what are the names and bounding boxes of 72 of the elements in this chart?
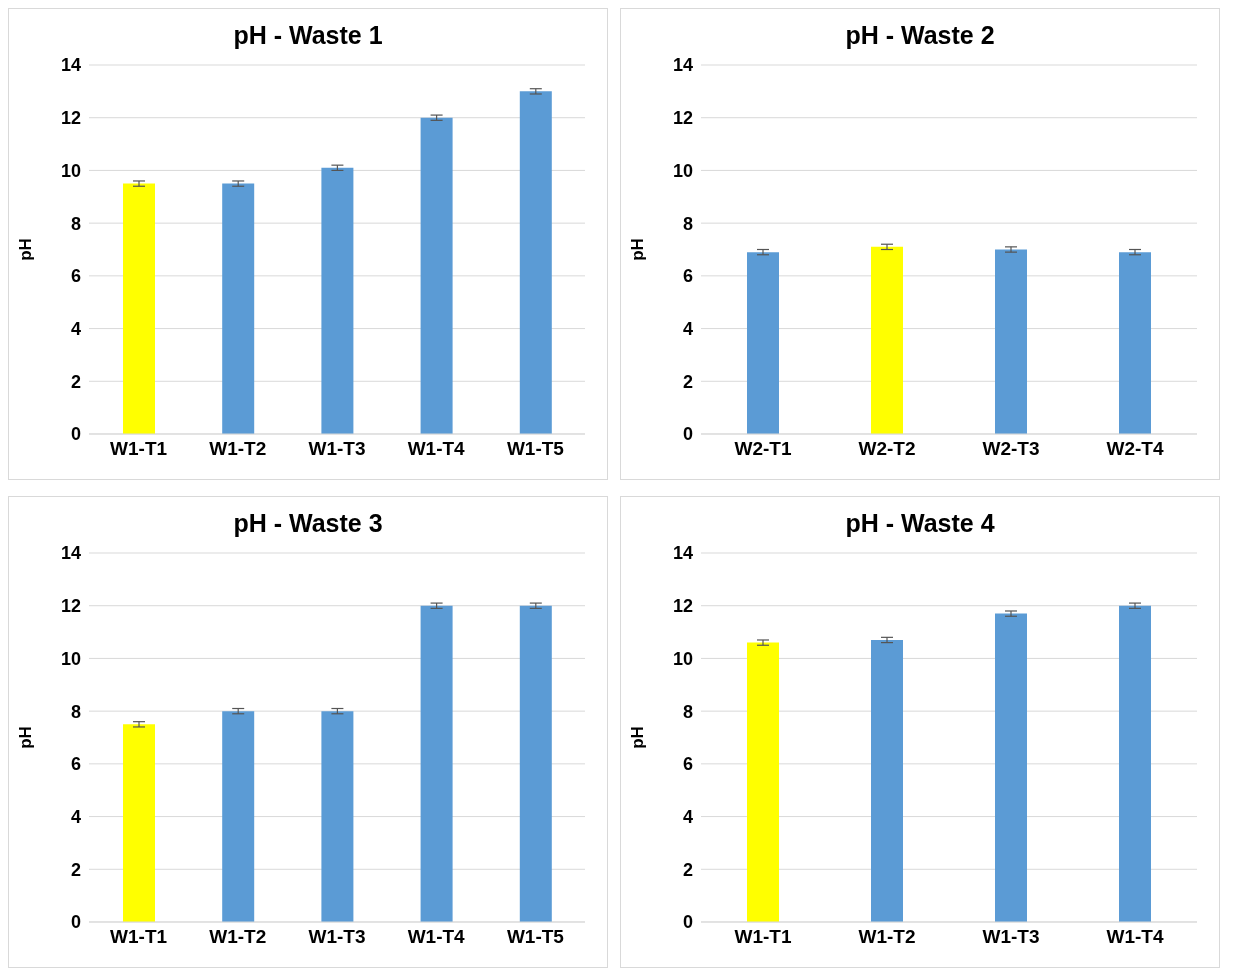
y-tick-label: 4 — [70, 318, 81, 339]
y-tick-label: 10 — [60, 160, 81, 181]
y-tick-label: 12 — [672, 596, 693, 617]
y-tick-label: 10 — [672, 160, 693, 181]
y-tick-label: 12 — [60, 596, 81, 617]
x-tick-label: W1-T5 — [506, 926, 565, 948]
bar — [519, 605, 552, 922]
bar — [420, 605, 453, 922]
x-tick-label: W1-T2 — [209, 926, 267, 948]
bar — [519, 91, 552, 434]
x-tick-label: W1-T3 — [308, 438, 366, 460]
chart-title: pH - Waste 2 — [844, 21, 996, 51]
y-tick-label: 8 — [70, 701, 81, 722]
y-tick-label: 0 — [70, 912, 81, 933]
x-tick-label: W1-T4 — [1106, 926, 1164, 948]
y-tick-label: 14 — [672, 55, 693, 76]
y-tick-label: 2 — [682, 371, 693, 392]
y-tick-label: 8 — [682, 701, 693, 722]
bar — [123, 183, 155, 434]
x-tick-label: W1-T4 — [407, 926, 466, 948]
y-tick-label: 10 — [60, 648, 81, 669]
y-tick-label: 10 — [672, 648, 693, 669]
y-tick-label: 2 — [70, 859, 81, 880]
bar — [1119, 605, 1151, 922]
y-axis-title: pH — [16, 726, 36, 749]
y-tick-label: 2 — [682, 859, 693, 880]
chart-title: pH - Waste 3 — [232, 509, 384, 539]
y-tick-label: 6 — [682, 754, 693, 775]
chart-title: pH - Waste 4 — [844, 509, 996, 539]
y-tick-label: 0 — [70, 424, 81, 445]
x-tick-label: W2-T2 — [858, 438, 916, 460]
y-tick-label: 8 — [70, 213, 81, 234]
x-tick-label: W1-T2 — [858, 926, 916, 948]
x-tick-label: W1-T3 — [308, 926, 366, 948]
bar — [420, 117, 453, 434]
y-tick-label: 0 — [682, 912, 693, 933]
y-tick-label: 12 — [60, 108, 81, 129]
x-tick-label: W2-T4 — [1106, 438, 1164, 460]
y-tick-label: 4 — [682, 318, 693, 339]
y-tick-label: 4 — [70, 806, 81, 827]
y-axis-title: pH — [16, 238, 36, 261]
y-tick-label: 4 — [682, 806, 693, 827]
y-tick-label: 2 — [70, 371, 81, 392]
bar — [222, 183, 255, 434]
y-tick-label: 8 — [682, 213, 693, 234]
x-tick-label: W1-T2 — [209, 438, 267, 460]
y-tick-label: 14 — [60, 543, 81, 564]
chart-title: pH - Waste 1 — [232, 21, 384, 51]
x-tick-label: W1-T4 — [407, 438, 466, 460]
x-tick-label: W1-T1 — [110, 926, 168, 948]
y-tick-label: 6 — [70, 754, 81, 775]
bar — [747, 642, 779, 922]
bar — [321, 167, 354, 434]
x-tick-label: W1-T1 — [110, 438, 168, 460]
bar — [995, 613, 1027, 922]
y-tick-label: 12 — [672, 108, 693, 129]
bar — [123, 724, 155, 922]
y-tick-label: 14 — [60, 55, 81, 76]
bar — [871, 639, 903, 922]
y-axis-title: pH — [628, 238, 648, 261]
x-tick-label: W1-T3 — [982, 926, 1040, 948]
bar — [222, 711, 255, 922]
y-tick-label: 0 — [682, 424, 693, 445]
bar — [321, 711, 354, 922]
y-tick-label: 6 — [70, 266, 81, 287]
x-tick-label: W1-T1 — [734, 926, 792, 948]
y-tick-label: 6 — [682, 266, 693, 287]
x-tick-label: W2-T3 — [982, 438, 1040, 460]
y-tick-label: 14 — [672, 543, 693, 564]
x-tick-label: W1-T5 — [506, 438, 565, 460]
y-axis-title: pH — [628, 726, 648, 749]
x-tick-label: W2-T1 — [734, 438, 792, 460]
